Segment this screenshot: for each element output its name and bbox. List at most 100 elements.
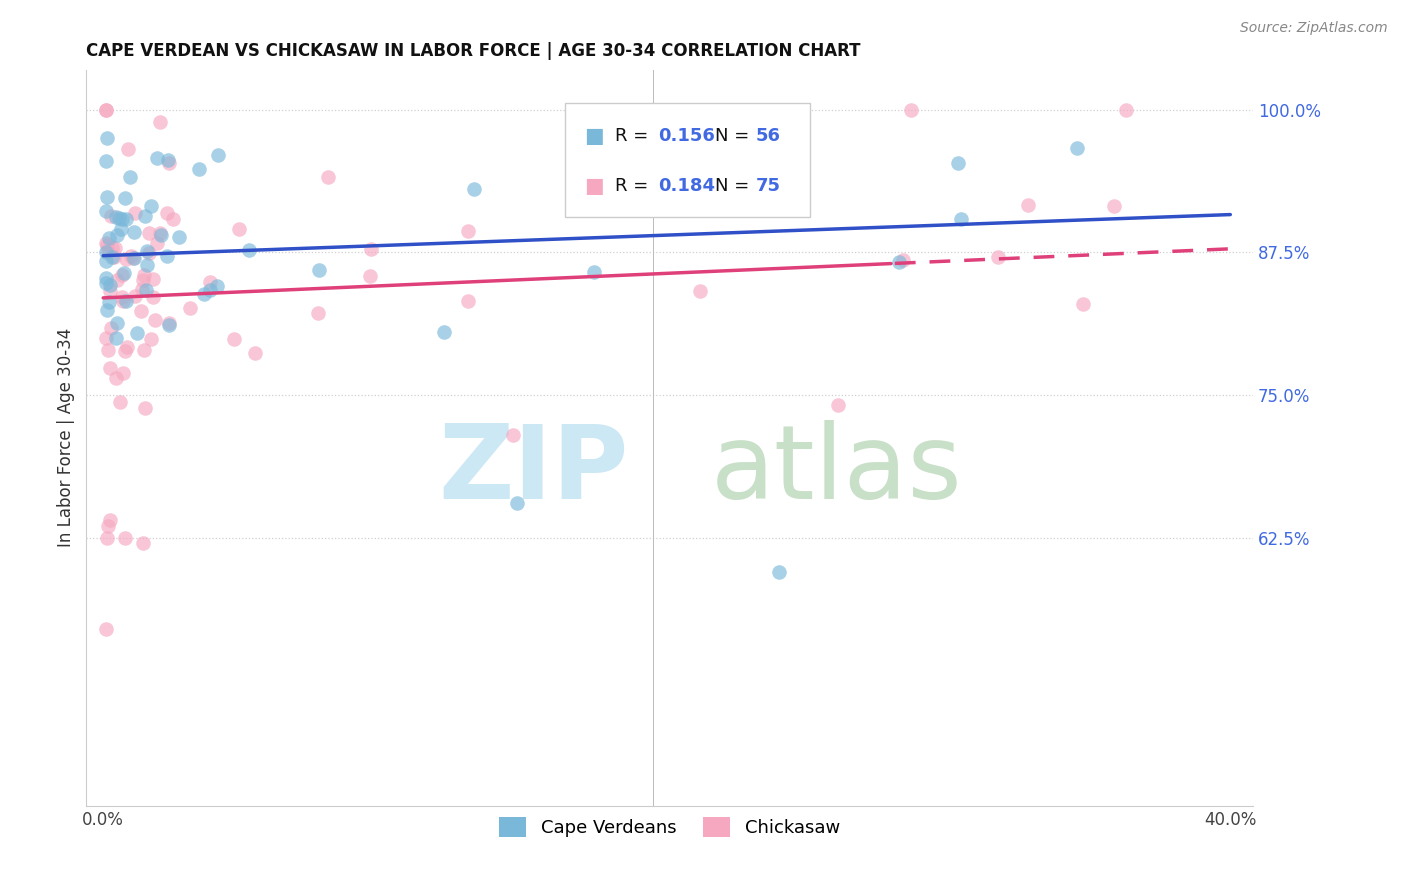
Point	[131, 273, 153, 287]
Point	[114, 531, 136, 545]
Point	[134, 343, 156, 357]
Point	[96, 190, 118, 204]
Point	[457, 293, 479, 308]
Point	[94, 277, 117, 291]
Point	[359, 269, 381, 284]
Point	[100, 241, 122, 255]
Point	[107, 228, 129, 243]
Text: 75: 75	[756, 178, 780, 195]
Point	[179, 301, 201, 316]
Point	[135, 258, 157, 272]
Point	[94, 622, 117, 636]
Point	[114, 211, 136, 226]
Point	[115, 340, 138, 354]
Point	[156, 153, 179, 167]
Point	[157, 318, 180, 332]
Text: ZIP: ZIP	[439, 420, 628, 521]
Point	[104, 371, 127, 385]
Point	[149, 115, 172, 129]
Point	[162, 212, 184, 227]
Point	[111, 290, 134, 304]
Point	[159, 316, 181, 330]
Point	[114, 252, 136, 266]
Text: Source: ZipAtlas.com: Source: ZipAtlas.com	[1240, 21, 1388, 35]
Point	[1017, 198, 1039, 212]
Point	[149, 226, 172, 240]
Point	[198, 283, 221, 297]
Point	[157, 155, 180, 169]
Text: N =: N =	[716, 128, 755, 145]
Point	[463, 182, 485, 196]
Point	[238, 243, 260, 257]
Point	[98, 277, 121, 292]
Point	[120, 169, 142, 184]
Point	[110, 222, 132, 236]
Point	[100, 321, 122, 335]
Point	[200, 276, 222, 290]
Point	[105, 273, 128, 287]
Point	[134, 401, 156, 416]
Point	[98, 295, 121, 310]
Point	[97, 343, 120, 358]
Point	[105, 331, 128, 345]
Point	[132, 536, 155, 550]
Point	[114, 343, 136, 358]
Point	[987, 250, 1010, 264]
Point	[891, 253, 914, 268]
Point	[105, 316, 128, 330]
Text: atlas: atlas	[710, 420, 962, 521]
Point	[138, 246, 160, 260]
Point	[131, 282, 153, 296]
Point	[689, 284, 711, 298]
Point	[98, 361, 121, 376]
Point	[131, 304, 153, 318]
Point	[156, 205, 179, 219]
Point	[96, 237, 118, 252]
Point	[94, 253, 117, 268]
Point	[122, 251, 145, 265]
Text: N =: N =	[716, 178, 755, 195]
Point	[111, 212, 134, 227]
Point	[97, 244, 120, 259]
Point	[134, 209, 156, 223]
Point	[96, 131, 118, 145]
Point	[94, 271, 117, 285]
Point	[141, 198, 163, 212]
Point	[1071, 297, 1094, 311]
Text: ■: ■	[585, 127, 605, 146]
Point	[457, 224, 479, 238]
Point	[100, 209, 122, 223]
Point	[946, 156, 969, 170]
Text: 0.184: 0.184	[658, 178, 714, 195]
Text: 0.156: 0.156	[658, 128, 714, 145]
Point	[433, 325, 456, 339]
Legend: Cape Verdeans, Chickasaw: Cape Verdeans, Chickasaw	[492, 810, 848, 845]
Point	[94, 235, 117, 250]
Point	[96, 531, 118, 545]
Point	[136, 244, 159, 258]
Point	[94, 204, 117, 219]
Point	[120, 249, 142, 263]
Point	[949, 212, 972, 227]
Point	[134, 268, 156, 282]
Text: ■: ■	[585, 177, 605, 196]
Point	[827, 398, 849, 412]
FancyBboxPatch shape	[565, 103, 810, 217]
Point	[142, 272, 165, 286]
Point	[207, 279, 229, 293]
Point	[188, 161, 211, 176]
Point	[108, 395, 131, 409]
Point	[193, 287, 215, 301]
Point	[124, 288, 146, 302]
Point	[98, 284, 121, 298]
Point	[138, 226, 160, 240]
Point	[139, 332, 162, 346]
Point	[207, 148, 229, 162]
Point	[889, 255, 911, 269]
Point	[1115, 103, 1137, 117]
Text: 56: 56	[756, 128, 780, 145]
Point	[112, 267, 135, 281]
Point	[900, 103, 922, 117]
Point	[98, 513, 121, 527]
Point	[768, 565, 790, 579]
